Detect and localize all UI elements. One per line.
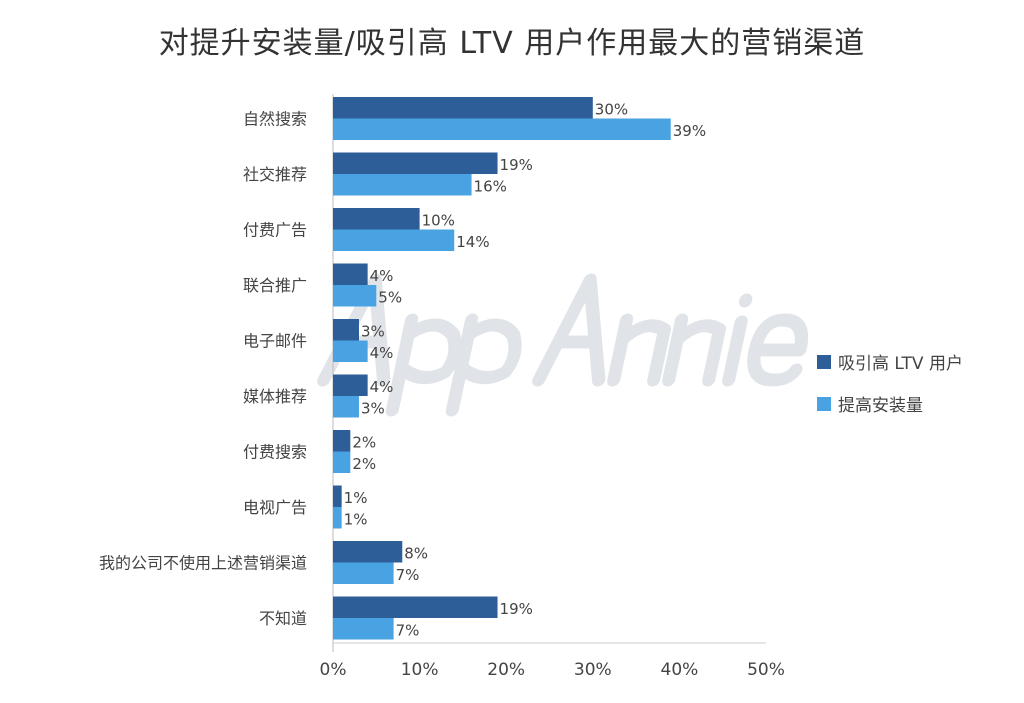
data-label: 4% (370, 378, 394, 396)
category-label: 付费广告 (243, 221, 307, 240)
data-label: 8% (404, 545, 428, 563)
x-tick-label: 20% (487, 660, 525, 680)
data-label: 2% (352, 455, 376, 473)
watermark-stroke (607, 313, 672, 387)
legend-swatch (817, 397, 831, 411)
category-label: 不知道 (259, 609, 307, 628)
chart-title: 对提升安装量/吸引高 LTV 用户作用最大的营销渠道 (158, 26, 866, 61)
bar-installs (333, 229, 455, 251)
bar-installs (333, 507, 342, 529)
bar-ltv (333, 374, 368, 396)
bar-ltv (333, 485, 342, 507)
data-label: 10% (422, 212, 455, 230)
data-label: 7% (396, 622, 420, 640)
category-label: 自然搜索 (243, 110, 307, 129)
bar-installs (333, 174, 472, 196)
bar-installs (333, 451, 351, 473)
bar-installs (333, 562, 394, 584)
watermark-stroke (385, 313, 462, 417)
legend-swatch (817, 355, 831, 369)
watermark-stroke (722, 293, 753, 387)
x-tick-label: 40% (661, 660, 699, 680)
x-tick-label: 0% (320, 660, 347, 680)
bar-ltv (333, 596, 498, 618)
bar-ltv (333, 430, 351, 452)
bar-ltv (333, 319, 359, 341)
data-label: 30% (595, 101, 628, 119)
x-tick-label: 50% (747, 660, 785, 680)
data-label: 4% (370, 267, 394, 285)
data-label: 19% (500, 156, 533, 174)
bar-installs (333, 285, 377, 307)
bar-installs (333, 396, 359, 418)
data-label: 14% (456, 233, 489, 251)
watermark-stroke (662, 313, 727, 387)
category-label: 联合推广 (243, 276, 307, 295)
watermark-stroke (445, 313, 522, 417)
category-label: 付费搜索 (243, 443, 307, 462)
bar-ltv (333, 208, 420, 230)
data-label: 1% (344, 511, 368, 529)
data-label: 16% (474, 178, 507, 196)
category-label: 电视广告 (243, 498, 307, 517)
watermark-stroke (532, 273, 606, 387)
bar-ltv (333, 263, 368, 285)
data-label: 3% (361, 323, 385, 341)
data-label: 5% (378, 289, 402, 307)
bar-ltv (333, 541, 403, 563)
legend-label: 吸引高 LTV 用户 (838, 354, 963, 374)
x-tick-label: 30% (574, 660, 612, 680)
category-label: 社交推荐 (243, 165, 307, 184)
data-label: 3% (361, 400, 385, 418)
bar-installs (333, 618, 394, 640)
data-label: 1% (344, 489, 368, 507)
category-label: 我的公司不使用上述营销渠道 (99, 554, 307, 573)
category-label: 媒体推荐 (243, 387, 307, 406)
bar-ltv (333, 152, 498, 174)
legend-label: 提高安装量 (838, 396, 923, 416)
bar-ltv (333, 97, 593, 119)
data-label: 19% (500, 600, 533, 618)
data-label: 4% (370, 344, 394, 362)
data-label: 2% (352, 434, 376, 452)
bar-installs (333, 340, 368, 362)
x-tick-label: 10% (401, 660, 439, 680)
category-label: 电子邮件 (243, 332, 307, 351)
bar-installs (333, 118, 671, 140)
data-label: 39% (673, 122, 706, 140)
watermark-stroke (747, 313, 809, 387)
data-label: 7% (396, 566, 420, 584)
